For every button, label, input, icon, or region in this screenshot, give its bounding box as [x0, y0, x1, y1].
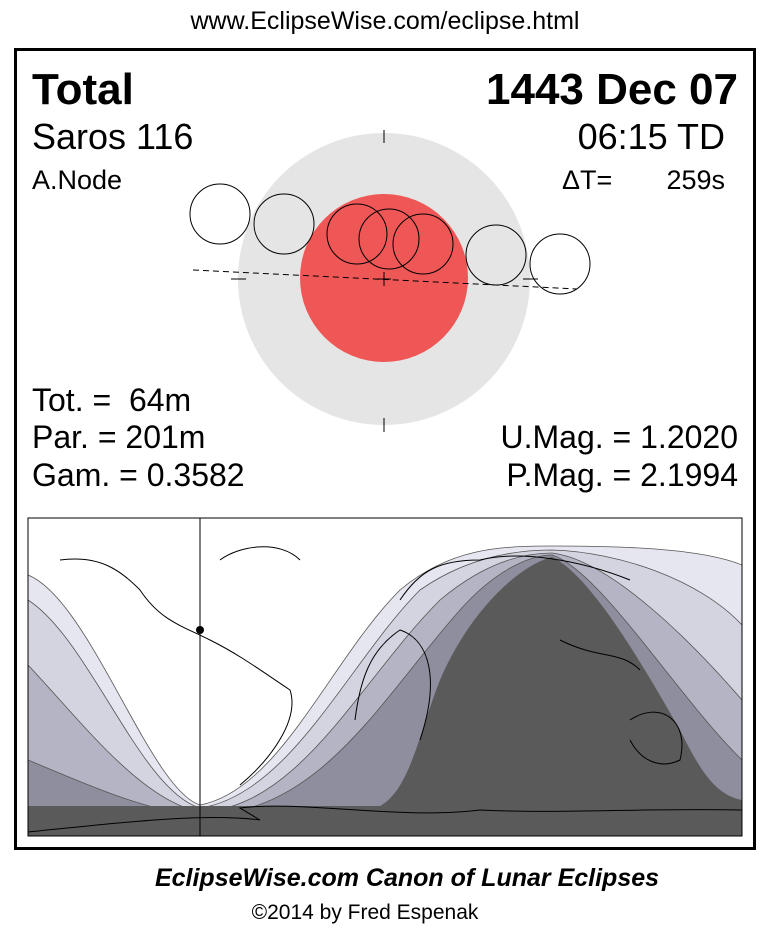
eclipse-panel-frame [14, 48, 756, 850]
eclipse-date: 1443 Dec 07 [486, 65, 738, 114]
moon-u2 [326, 203, 388, 265]
subsolar-point-marker [196, 626, 204, 634]
eurasia-africa-coast [354, 555, 683, 765]
band-total [28, 557, 742, 836]
umbral-magnitude: U.Mag. = 1.2020 [500, 419, 738, 455]
axis-ticks [231, 130, 538, 432]
penumbral-magnitude: P.Mag. = 2.1994 [506, 457, 738, 493]
visibility-map [27, 517, 743, 837]
americas-coast [59, 546, 301, 786]
eclipse-type: Total [32, 65, 134, 114]
gamma: Gam. = 0.3582 [32, 457, 245, 493]
moon-u1 [253, 193, 315, 255]
eclipse-time: 06:15 TD [577, 116, 725, 157]
partial-duration: Par. = 201m [32, 419, 206, 455]
footer-title: EclipseWise.com Canon of Lunar Eclipses [154, 864, 660, 892]
saros-number: Saros 116 [32, 116, 194, 157]
moon-u4 [465, 224, 527, 286]
header-url: www.EclipseWise.com/eclipse.html [190, 7, 580, 35]
node: A.Node [32, 165, 123, 195]
delta-t-value: 259s [666, 165, 725, 195]
moon-positions [189, 183, 591, 295]
moon-greatest [358, 208, 420, 270]
totality-duration: Tot. = 64m [32, 382, 192, 418]
footer-copyright: ©2014 by Fred Espenak [251, 901, 479, 924]
moon-u3 [392, 213, 454, 275]
moon-p4 [529, 233, 591, 295]
moon-p1 [189, 183, 251, 245]
antarctica-coast [28, 805, 742, 833]
delta-t-label: ΔT= [562, 165, 613, 195]
